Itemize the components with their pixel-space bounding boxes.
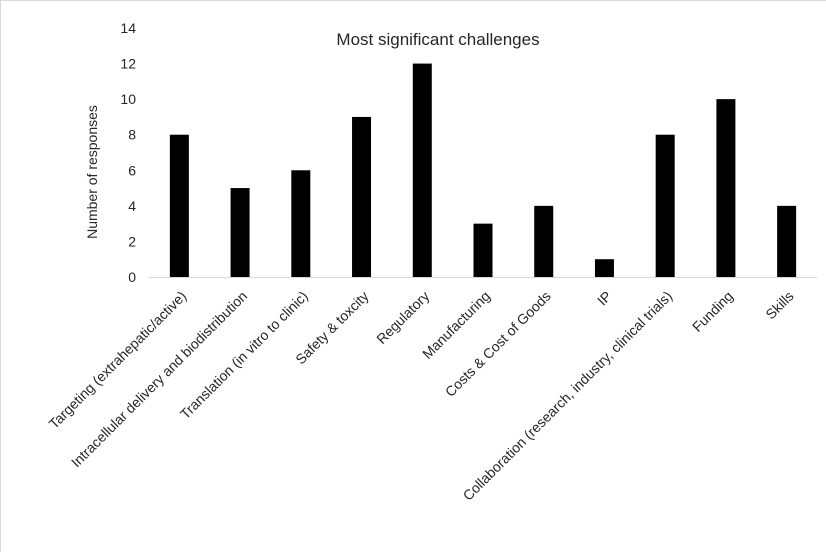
y-tick-label: 12	[120, 56, 136, 72]
chart-title: Most significant challenges	[336, 30, 539, 49]
bar	[716, 99, 736, 278]
y-tick-label: 6	[128, 162, 136, 178]
bar	[412, 63, 432, 278]
y-tick-label: 8	[128, 127, 136, 143]
x-tick-label: Translation (in vitro to clinic)	[177, 288, 311, 422]
bar	[352, 116, 372, 277]
bar	[169, 134, 189, 277]
x-tick-label: Collaboration (research, industry, clini…	[460, 288, 676, 504]
x-tick-label: Regulatory	[373, 288, 432, 347]
bar	[777, 205, 797, 277]
bars	[169, 63, 797, 278]
bar	[534, 205, 554, 277]
y-tick-label: 2	[128, 233, 136, 249]
x-tick-label: Funding	[689, 288, 736, 335]
y-axis-ticks: 0 2 4 6 8 10 12 14	[120, 20, 136, 285]
bar	[594, 259, 614, 277]
y-tick-label: 4	[128, 198, 136, 214]
x-axis-labels: Targeting (extrahepatic/active)Intracell…	[46, 288, 797, 504]
y-axis-label: Number of responses	[84, 105, 100, 239]
bar	[473, 223, 493, 277]
bar	[655, 134, 675, 277]
bar	[230, 188, 250, 277]
y-tick-label: 10	[120, 91, 136, 107]
bar	[291, 170, 311, 277]
y-tick-label: 0	[128, 269, 136, 285]
x-tick-label: IP	[594, 288, 615, 309]
x-tick-label: Costs & Cost of Goods	[442, 288, 554, 400]
x-tick-label: Skills	[762, 288, 796, 322]
y-tick-label: 14	[120, 20, 136, 36]
